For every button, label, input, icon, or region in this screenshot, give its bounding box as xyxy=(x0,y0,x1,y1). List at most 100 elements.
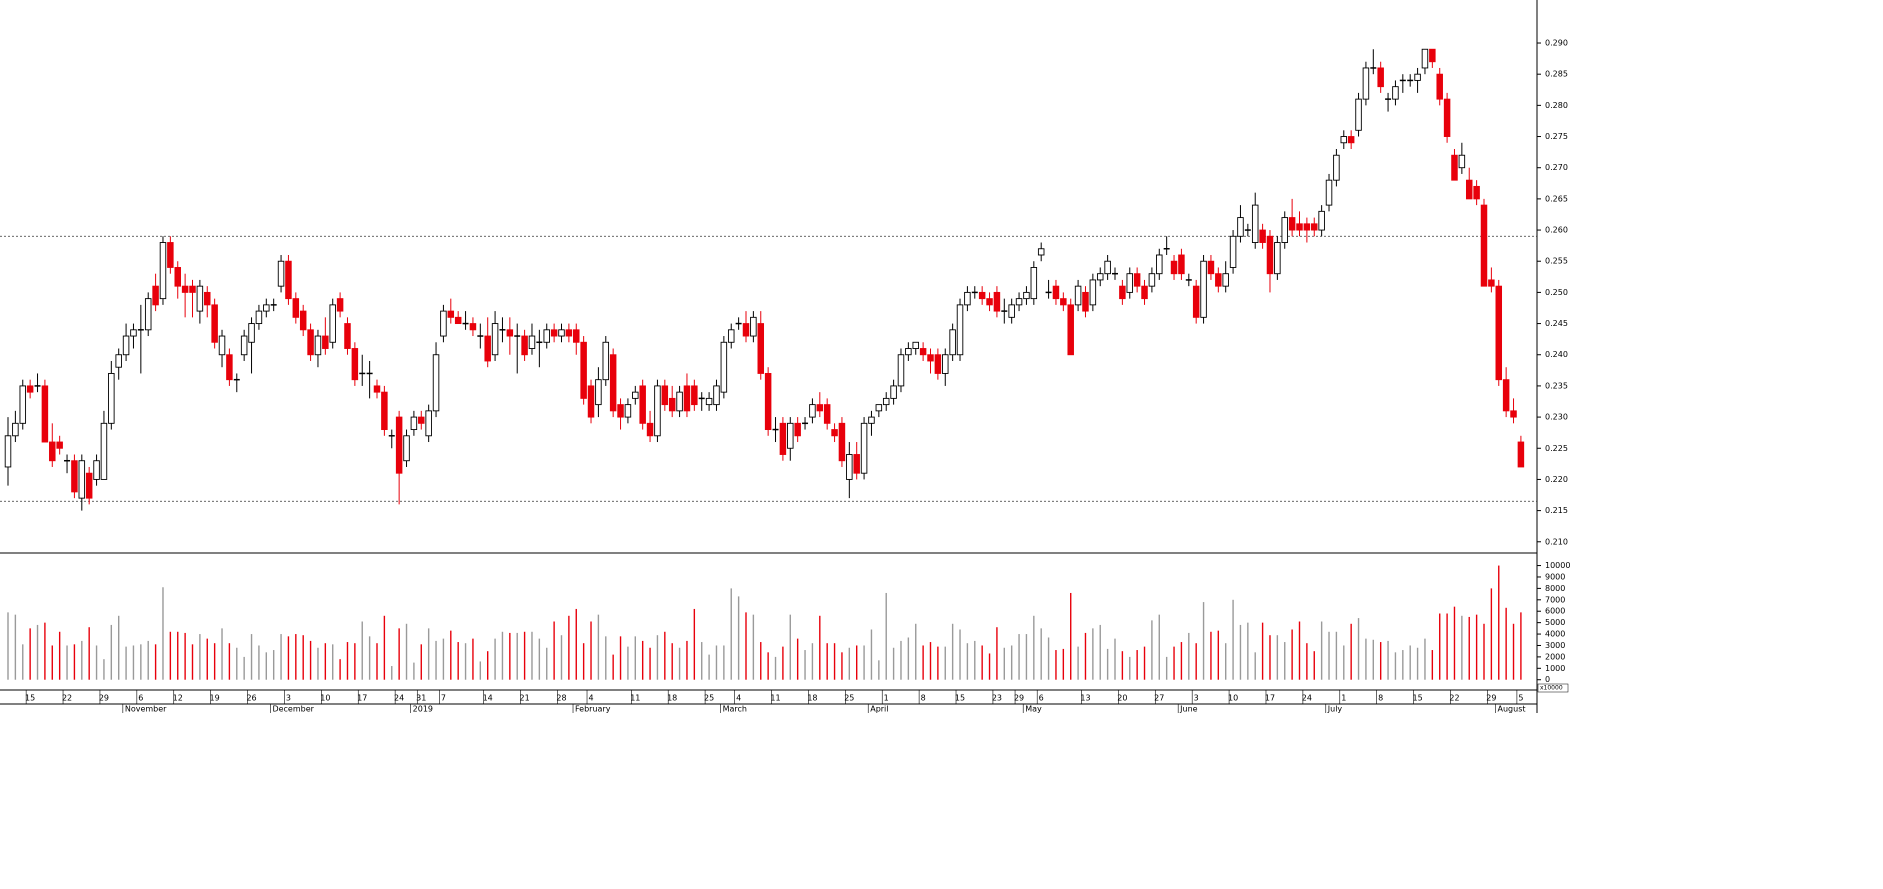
candle-body xyxy=(565,329,573,337)
candle-body xyxy=(1148,273,1156,287)
candle-body xyxy=(1451,154,1458,181)
candle-body xyxy=(1222,273,1229,287)
candle-body xyxy=(1362,67,1370,100)
candle-body xyxy=(108,372,115,424)
candle-body xyxy=(816,404,824,412)
volume-tick-label: 9000 xyxy=(1545,572,1565,581)
candle-body xyxy=(1259,229,1266,243)
candle-body xyxy=(1274,242,1281,275)
x-tick-label: 17 xyxy=(357,694,367,703)
candle-body xyxy=(934,354,942,374)
candle-body xyxy=(122,335,130,356)
candle-body xyxy=(1421,48,1429,69)
candle-body xyxy=(1133,273,1141,287)
candle-body xyxy=(1030,267,1038,300)
candle-body xyxy=(1303,223,1311,231)
x-tick-label: 8 xyxy=(1378,694,1383,703)
candle-body xyxy=(1480,204,1488,287)
candle-body xyxy=(868,416,875,424)
volume-tick-label: 1000 xyxy=(1545,664,1565,673)
x-tick-label: 31 xyxy=(416,694,426,703)
x-tick-label: 27 xyxy=(1154,694,1164,703)
candle-body xyxy=(381,391,388,431)
volume-tick-label: 6000 xyxy=(1545,607,1565,616)
x-tick-label: 6 xyxy=(1039,694,1044,703)
candle-body xyxy=(668,397,676,412)
candle-body xyxy=(277,260,285,287)
candle-body xyxy=(403,435,410,462)
candle-body xyxy=(964,291,971,306)
candle-body xyxy=(1170,260,1178,275)
candle-body xyxy=(905,348,912,356)
candle-body xyxy=(713,385,720,406)
candle-body xyxy=(750,316,757,337)
candle-body xyxy=(787,422,794,449)
candle-body xyxy=(181,285,189,293)
candle-body xyxy=(336,298,344,312)
y-tick-label: 0.225 xyxy=(1545,444,1568,453)
candle-body xyxy=(609,354,617,412)
candle-body xyxy=(705,397,713,406)
candle-body xyxy=(167,242,174,268)
x-tick-label: 10 xyxy=(1228,694,1238,703)
candle-body xyxy=(1067,304,1074,356)
y-tick-label: 0.220 xyxy=(1545,475,1568,484)
candle-body xyxy=(1052,285,1060,300)
volume-tick-label: 3000 xyxy=(1545,641,1565,650)
candle-body xyxy=(860,422,868,474)
candle-body xyxy=(573,329,580,343)
candle-body xyxy=(676,391,683,412)
candle-body xyxy=(521,335,528,356)
candle-body xyxy=(454,316,462,325)
candle-body xyxy=(1311,223,1318,231)
candle-body xyxy=(853,454,860,474)
candle-body xyxy=(432,354,440,412)
candle-body xyxy=(491,323,499,356)
candle-body xyxy=(1340,136,1348,144)
candle-body xyxy=(1119,285,1126,300)
x-tick-label: 22 xyxy=(1449,694,1459,703)
y-tick-label: 0.240 xyxy=(1545,350,1568,359)
x-tick-label: 22 xyxy=(62,694,72,703)
candle-body xyxy=(639,385,646,424)
x-tick-label: 8 xyxy=(921,694,926,703)
candle-body xyxy=(543,329,550,343)
candle-body xyxy=(425,410,432,437)
candle-body xyxy=(646,422,654,437)
candle-body xyxy=(1082,291,1089,312)
candle-body xyxy=(661,385,669,406)
x-tick-label: 18 xyxy=(807,694,817,703)
y-tick-label: 0.285 xyxy=(1545,70,1568,79)
candle-body xyxy=(720,341,728,393)
candle-body xyxy=(1495,285,1503,381)
y-tick-label: 0.270 xyxy=(1545,163,1568,172)
candle-body xyxy=(299,310,307,331)
candle-body xyxy=(322,335,329,349)
candle-body xyxy=(528,335,536,349)
candle-body xyxy=(1237,217,1244,237)
candle-body xyxy=(1296,223,1303,231)
candle-body xyxy=(846,454,853,480)
candle-body xyxy=(654,385,661,437)
candle-body xyxy=(580,341,587,399)
x-tick-label: 15 xyxy=(1412,694,1422,703)
candle-body xyxy=(1318,210,1325,231)
y-tick-label: 0.275 xyxy=(1545,132,1568,141)
y-tick-label: 0.290 xyxy=(1545,39,1568,48)
candle-body xyxy=(624,404,632,418)
x-tick-label: 24 xyxy=(1302,694,1312,703)
candle-body xyxy=(993,291,1001,312)
candle-body xyxy=(1347,136,1355,144)
candle-body xyxy=(1141,285,1148,300)
candle-body xyxy=(174,267,181,287)
month-label: 2019 xyxy=(413,705,433,714)
x-tick-label: 25 xyxy=(844,694,854,703)
unit-box xyxy=(1537,683,1569,693)
candle-body xyxy=(1429,48,1436,63)
candle-body xyxy=(1473,185,1480,200)
candle-body xyxy=(329,304,336,343)
x-tick-label: 11 xyxy=(770,694,780,703)
candle-body xyxy=(1377,67,1384,88)
candle-body xyxy=(469,323,477,331)
